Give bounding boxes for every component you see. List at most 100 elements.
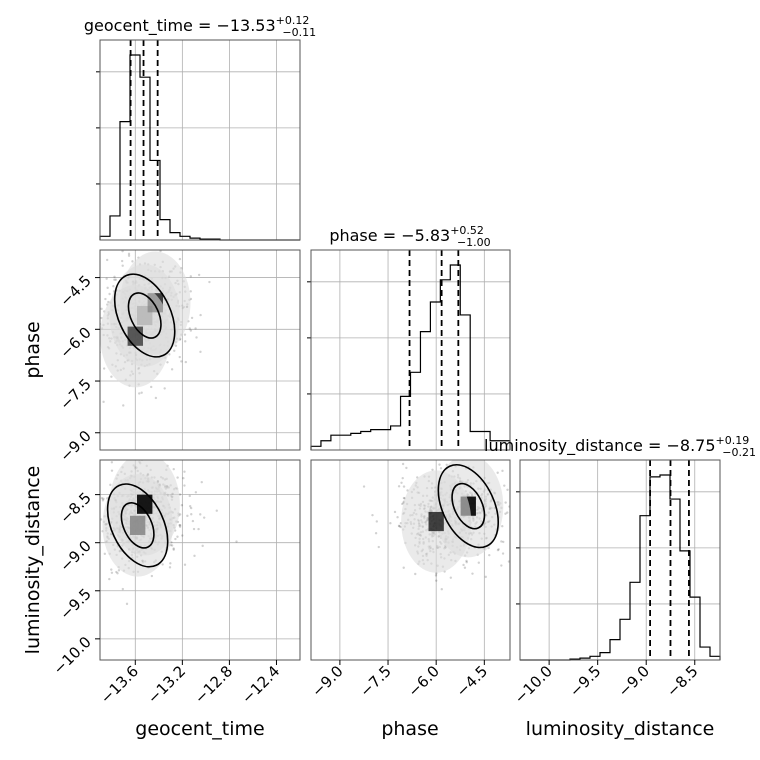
sample-point bbox=[140, 446, 142, 448]
sample-point bbox=[496, 548, 500, 552]
axes-luminosity_distance-vs-phase bbox=[310, 459, 511, 661]
y-tick-label: −10.0 bbox=[50, 633, 95, 678]
sample-point bbox=[201, 245, 203, 247]
sample-point bbox=[447, 451, 449, 453]
sample-point bbox=[102, 497, 105, 501]
sample-point bbox=[401, 476, 404, 480]
sample-point bbox=[484, 575, 487, 579]
contour-outer bbox=[113, 273, 176, 358]
sample-point bbox=[180, 504, 184, 507]
sample-point bbox=[500, 540, 503, 543]
sample-point bbox=[109, 483, 112, 487]
sample-point bbox=[131, 260, 134, 263]
sample-point bbox=[172, 548, 175, 551]
sample-point bbox=[511, 501, 513, 503]
sample-point bbox=[215, 509, 218, 512]
sample-point bbox=[202, 516, 206, 519]
sample-point bbox=[154, 454, 156, 456]
sample-point bbox=[471, 440, 473, 442]
sample-point bbox=[182, 476, 185, 480]
sample-point bbox=[96, 304, 98, 306]
sample-point bbox=[105, 258, 109, 262]
sample-point bbox=[193, 554, 196, 558]
sample-point bbox=[183, 563, 187, 566]
sample-point bbox=[127, 254, 131, 257]
x-tick-label: −10.0 bbox=[511, 662, 556, 707]
ylabel-luminosity_distance: luminosity_distance bbox=[22, 466, 44, 655]
sample-point bbox=[371, 513, 374, 517]
density-cell bbox=[127, 326, 143, 346]
y-tick-label: −4.5 bbox=[56, 272, 94, 310]
sample-point bbox=[402, 496, 406, 500]
sample-point bbox=[460, 455, 462, 457]
sample-point bbox=[176, 476, 179, 479]
sample-point bbox=[178, 524, 182, 527]
sample-point bbox=[459, 455, 461, 457]
sample-point bbox=[506, 488, 509, 491]
contour-inner bbox=[120, 502, 155, 549]
sample-point bbox=[402, 566, 405, 569]
sample-point bbox=[102, 367, 106, 370]
sample-point bbox=[136, 446, 138, 448]
sample-point bbox=[122, 404, 125, 407]
x-tick-label: −6.0 bbox=[405, 662, 443, 700]
sample-point bbox=[150, 385, 153, 389]
sample-point bbox=[138, 392, 141, 395]
sample-point bbox=[461, 431, 463, 433]
x-tick-label: −9.5 bbox=[566, 662, 604, 700]
sample-point bbox=[108, 577, 111, 581]
sample-point bbox=[176, 535, 179, 538]
y-tick-label: −7.5 bbox=[56, 375, 94, 413]
sample-point bbox=[178, 524, 181, 527]
sample-point bbox=[169, 562, 172, 565]
sample-point bbox=[199, 350, 202, 354]
sample-point bbox=[110, 469, 114, 472]
sample-point bbox=[504, 512, 507, 515]
sample-point bbox=[431, 468, 434, 472]
content-layer bbox=[89, 40, 721, 661]
sample-point bbox=[501, 525, 504, 528]
sample-point bbox=[515, 511, 517, 513]
sample-point bbox=[157, 436, 159, 438]
title-luminosity_distance: luminosity_distance = −8.75+0.19 −0.21 bbox=[484, 434, 756, 459]
sample-point bbox=[173, 349, 176, 352]
sample-point bbox=[435, 572, 438, 575]
sample-point bbox=[184, 360, 188, 364]
sample-point bbox=[515, 501, 517, 503]
sample-point bbox=[89, 526, 91, 528]
sample-point bbox=[140, 391, 143, 394]
sample-point bbox=[188, 505, 192, 508]
sample-point bbox=[106, 286, 109, 290]
sample-point bbox=[100, 307, 103, 311]
sample-point bbox=[489, 456, 491, 458]
sample-point bbox=[393, 510, 397, 514]
sample-point bbox=[170, 544, 174, 547]
sample-point bbox=[95, 351, 97, 353]
sample-point bbox=[468, 453, 470, 455]
axes-luminosity_distance bbox=[519, 459, 721, 661]
sample-point bbox=[438, 463, 441, 466]
axes-phase-vs-geocent_time bbox=[99, 249, 301, 451]
sample-point bbox=[101, 499, 105, 502]
sample-point bbox=[235, 540, 238, 543]
y-tick-label: −9.0 bbox=[56, 537, 94, 575]
sample-point bbox=[113, 275, 116, 279]
sample-point bbox=[377, 545, 380, 549]
sample-point bbox=[121, 264, 124, 267]
sample-point bbox=[496, 471, 499, 474]
sample-point bbox=[504, 501, 507, 504]
sample-point bbox=[110, 571, 114, 574]
sample-point bbox=[465, 559, 468, 563]
axes-geocent_time bbox=[99, 39, 301, 241]
sample-point bbox=[477, 561, 480, 564]
sample-point bbox=[402, 485, 406, 488]
sample-point bbox=[190, 316, 194, 320]
sample-point bbox=[434, 574, 438, 577]
x-tick-label: −12.8 bbox=[191, 662, 236, 707]
sample-point bbox=[194, 491, 198, 494]
sample-point bbox=[189, 275, 193, 278]
x-tick-label: −7.5 bbox=[356, 662, 394, 700]
sample-point bbox=[201, 544, 204, 548]
sample-point bbox=[104, 297, 107, 301]
contour-outer bbox=[106, 483, 169, 568]
